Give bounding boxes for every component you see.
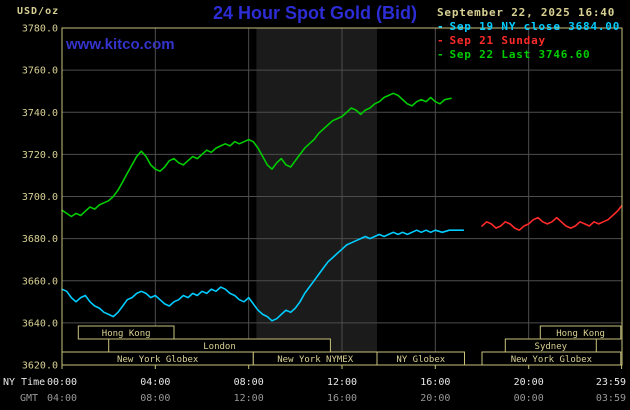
legend-item: - Sep 21 Sunday [437, 34, 620, 48]
x-axis: 00:00 04:00 04:00 08:00 08:00 12:00 12:00 16:00… [3, 365, 626, 404]
y-tick-label: 3660.0 [22, 276, 58, 287]
legend-label: Sep 19 NY close 3684.00 [449, 20, 621, 33]
gridlines [62, 28, 622, 365]
series-line-sep22 [61, 92, 452, 218]
market-sessions: Hong Kong Hong Kong London Sydney New York G… [61, 325, 622, 366]
x-tick-label-gmt: 04:00 [47, 393, 77, 404]
x-tick-label-gmt: 12:00 [234, 393, 264, 404]
session-label: New York Globex [117, 355, 199, 365]
ny-time-caption: NY Time [3, 377, 45, 388]
legend-item: - Sep 22 Last 3746.60 [437, 48, 620, 62]
x-tick-label-gmt: 03:59 [596, 393, 626, 404]
x-tick-label-gmt: 16:00 [327, 393, 357, 404]
y-axis: 3780.0 3760.0 3740.0 3720.0 3700.0 3680.0 3660… [22, 24, 58, 372]
y-tick-label: 3760.0 [22, 66, 58, 77]
y-tick-label: 3700.0 [22, 192, 58, 203]
x-tick-label-ny: 00:00 [47, 377, 77, 388]
y-tick-label: 3620.0 [22, 361, 58, 372]
y-tick-label: 3640.0 [22, 318, 58, 329]
x-tick-label-gmt: 20:00 [420, 393, 450, 404]
legend-label: Sep 21 Sunday [449, 34, 546, 47]
session-label: Sydney [535, 342, 568, 352]
x-tick-label-ny: 16:00 [420, 377, 450, 388]
x-tick-label-ny: 04:00 [140, 377, 170, 388]
kitco-watermark-link[interactable]: www.kitco.com [66, 36, 175, 53]
y-tick-label: 3740.0 [22, 108, 58, 119]
session-label: Hong Kong [102, 329, 151, 339]
legend-item: - Sep 19 NY close 3684.00 [437, 20, 620, 34]
session-label: NY Globex [396, 355, 445, 365]
x-tick-label-ny: 23:59 [596, 377, 626, 388]
y-tick-label: 3780.0 [22, 24, 58, 35]
session-label: New York NYMEX [277, 355, 353, 365]
session-label: New York Globex [511, 355, 593, 365]
x-tick-label-ny: 08:00 [234, 377, 264, 388]
series-line-sep19 [61, 229, 465, 322]
chart-info-panel: September 22, 2025 16:40 - Sep 19 NY clos… [437, 6, 620, 62]
series-line-sep21 [481, 205, 623, 231]
legend: - Sep 19 NY close 3684.00- Sep 21 Sunday - S… [437, 20, 620, 62]
legend-label: Sep 22 Last 3746.60 [449, 48, 591, 61]
legend-dash-icon: - [437, 20, 445, 33]
y-tick-label: 3720.0 [22, 150, 58, 161]
x-tick-label-gmt: 08:00 [140, 393, 170, 404]
legend-dash-icon: - [437, 48, 445, 61]
x-tick-label-gmt: 00:00 [514, 393, 544, 404]
x-tick-label-ny: 20:00 [514, 377, 544, 388]
gmt-caption: GMT [20, 393, 38, 404]
x-tick-label-ny: 12:00 [327, 377, 357, 388]
y-tick-label: 3680.0 [22, 234, 58, 245]
unit-label: USD/oz [17, 6, 60, 17]
page-title: 24 Hour Spot Gold (Bid) [213, 3, 417, 23]
session-box [376, 351, 465, 366]
session-box [481, 351, 622, 366]
legend-dash-icon: - [437, 34, 445, 47]
session-label: London [203, 342, 236, 352]
datetime-label: September 22, 2025 16:40 [437, 6, 616, 19]
session-label: Hong Kong [556, 329, 605, 339]
